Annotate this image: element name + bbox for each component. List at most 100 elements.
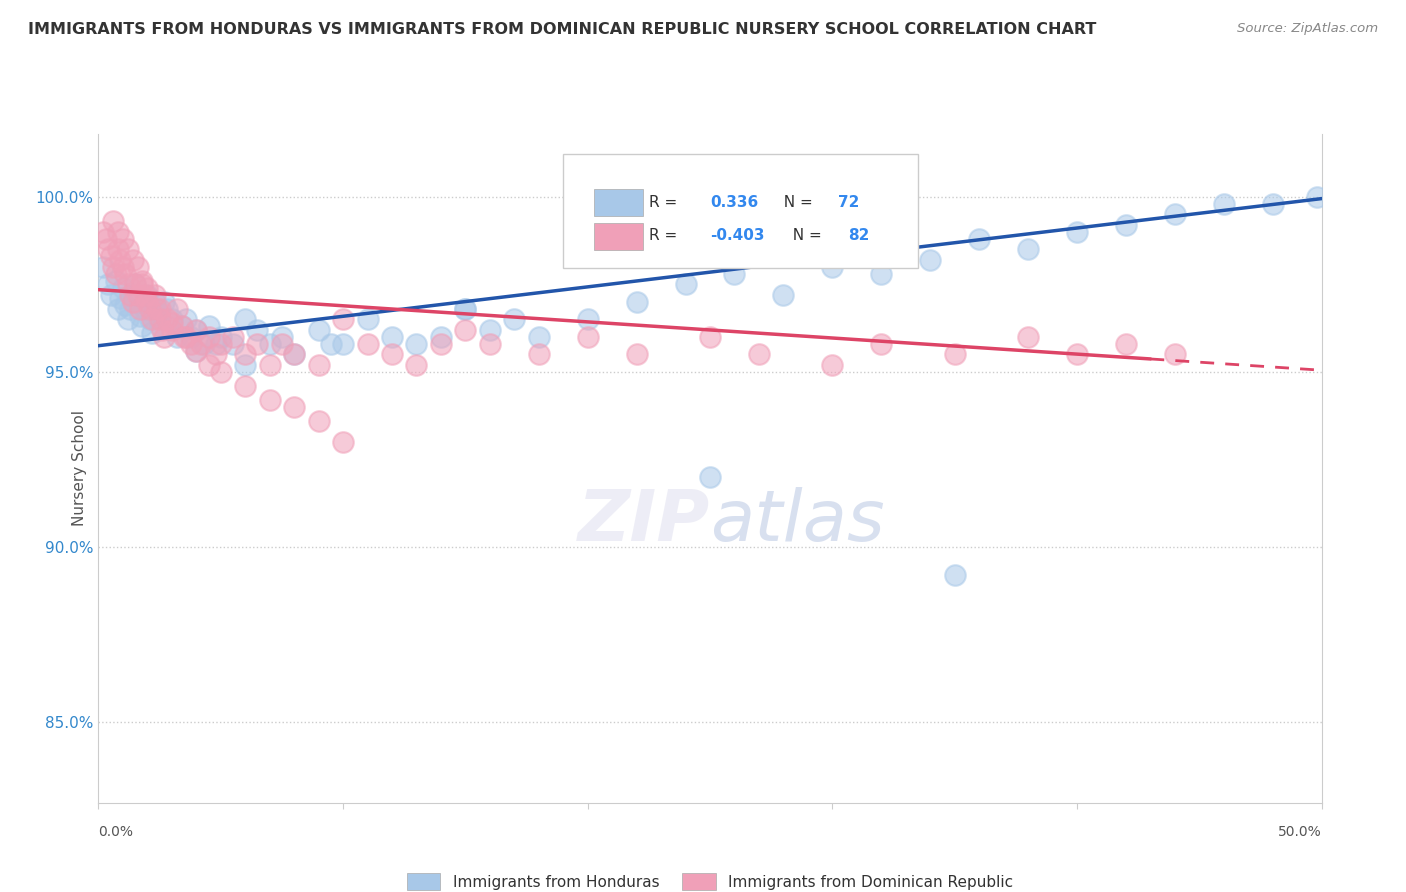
- Point: [186, 323, 208, 337]
- Point: [454, 301, 477, 316]
- Text: 50.0%: 50.0%: [1278, 825, 1322, 839]
- Point: [120, 301, 142, 316]
- Point: [117, 312, 139, 326]
- Point: [153, 294, 176, 309]
- Point: [180, 330, 202, 344]
- Point: [259, 392, 281, 407]
- Point: [430, 330, 453, 344]
- Text: 0.336: 0.336: [710, 194, 758, 210]
- Point: [186, 323, 208, 337]
- Point: [127, 294, 149, 309]
- Point: [136, 288, 159, 302]
- Point: [527, 347, 550, 361]
- Point: [870, 267, 893, 281]
- Point: [270, 330, 294, 344]
- Point: [107, 243, 129, 257]
- Point: [205, 337, 228, 351]
- Text: 72: 72: [838, 194, 860, 210]
- Point: [190, 337, 212, 351]
- Point: [180, 337, 202, 351]
- Point: [197, 330, 219, 344]
- Point: [405, 358, 427, 372]
- Point: [205, 347, 228, 361]
- Point: [197, 319, 219, 334]
- Point: [153, 330, 176, 344]
- Point: [699, 330, 721, 344]
- Text: N =: N =: [773, 194, 817, 210]
- Point: [1306, 190, 1329, 204]
- Point: [233, 379, 256, 393]
- Point: [100, 288, 122, 302]
- Point: [107, 301, 129, 316]
- Point: [381, 330, 404, 344]
- Point: [156, 301, 179, 316]
- Point: [121, 294, 143, 309]
- Point: [1066, 347, 1088, 361]
- Point: [1017, 330, 1039, 344]
- Point: [111, 260, 134, 274]
- Point: [233, 312, 256, 326]
- Text: IMMIGRANTS FROM HONDURAS VS IMMIGRANTS FROM DOMINICAN REPUBLIC NURSERY SCHOOL CO: IMMIGRANTS FROM HONDURAS VS IMMIGRANTS F…: [28, 22, 1097, 37]
- Point: [127, 260, 149, 274]
- Point: [332, 435, 354, 450]
- Point: [1115, 337, 1137, 351]
- Point: [209, 365, 232, 379]
- Point: [146, 305, 169, 319]
- Point: [1017, 243, 1039, 257]
- Point: [308, 414, 330, 428]
- Point: [156, 312, 179, 326]
- Text: 82: 82: [848, 228, 870, 243]
- Point: [143, 288, 166, 302]
- Point: [166, 301, 188, 316]
- Point: [134, 301, 156, 316]
- Point: [454, 301, 477, 316]
- Point: [430, 337, 453, 351]
- Point: [131, 319, 153, 334]
- Text: R =: R =: [650, 194, 682, 210]
- Point: [772, 288, 794, 302]
- Point: [1212, 197, 1234, 211]
- FancyBboxPatch shape: [564, 154, 918, 268]
- Point: [160, 323, 183, 337]
- Text: -0.403: -0.403: [710, 228, 765, 243]
- Point: [332, 337, 354, 351]
- Point: [170, 319, 193, 334]
- Point: [110, 292, 132, 306]
- Point: [117, 277, 139, 292]
- Point: [91, 225, 114, 239]
- Point: [356, 337, 378, 351]
- Point: [246, 337, 269, 351]
- Point: [173, 330, 195, 344]
- Point: [129, 309, 152, 323]
- Point: [121, 252, 143, 267]
- Point: [141, 326, 163, 341]
- Point: [139, 301, 162, 316]
- Point: [233, 347, 256, 361]
- Point: [943, 568, 966, 582]
- Point: [259, 358, 281, 372]
- Point: [920, 252, 942, 267]
- Point: [139, 312, 162, 326]
- Point: [308, 358, 330, 372]
- Point: [283, 347, 305, 361]
- Point: [748, 347, 770, 361]
- Text: 0.0%: 0.0%: [98, 825, 134, 839]
- Point: [821, 260, 844, 274]
- Text: Source: ZipAtlas.com: Source: ZipAtlas.com: [1237, 22, 1378, 36]
- Point: [149, 301, 172, 316]
- Point: [259, 337, 281, 351]
- Point: [1115, 218, 1137, 232]
- Point: [1164, 207, 1187, 221]
- Point: [197, 358, 219, 372]
- Point: [576, 312, 599, 326]
- Point: [1261, 197, 1284, 211]
- Point: [149, 319, 172, 334]
- Text: R =: R =: [650, 228, 682, 243]
- Point: [193, 337, 215, 351]
- Point: [319, 337, 342, 351]
- Point: [626, 347, 648, 361]
- Point: [675, 277, 697, 292]
- Point: [723, 267, 745, 281]
- Point: [626, 294, 648, 309]
- Point: [101, 260, 124, 274]
